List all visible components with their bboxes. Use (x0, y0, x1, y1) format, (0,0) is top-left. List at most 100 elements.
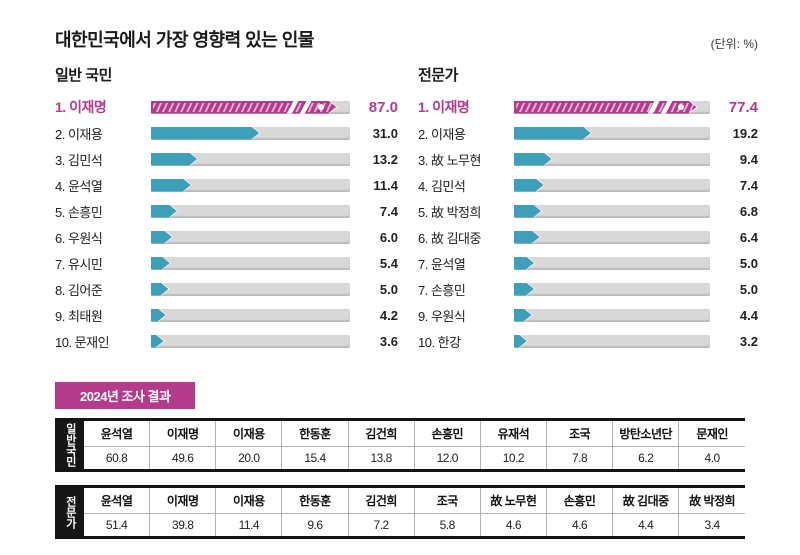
bar-value: 6.8 (739, 203, 758, 219)
table-value-cell: 4.4 (612, 513, 680, 538)
bar-wrap (514, 127, 710, 140)
table-value-cell: 5.8 (413, 513, 481, 538)
bar-track (151, 152, 350, 166)
bar-row: 2. 이재용 31.0 (55, 120, 398, 146)
truncation-dot (678, 104, 684, 110)
axis-break-mark (286, 99, 300, 116)
table-value-cell: 4.0 (678, 446, 745, 471)
bar-track (514, 308, 710, 322)
header: 대한민국에서 가장 영향력 있는 인물 (단위: %) (55, 26, 758, 52)
bar-value: 9.4 (739, 151, 758, 167)
table-value-cell: 15.4 (281, 446, 349, 471)
table-value-cell: 20.0 (215, 446, 283, 471)
bar-track (514, 101, 710, 114)
table-value-cell: 3.4 (678, 513, 745, 538)
page-title: 대한민국에서 가장 영향력 있는 인물 (55, 30, 314, 50)
bar-fill (514, 231, 540, 244)
panel-title-experts: 전문가 (418, 67, 458, 84)
bar-fill (514, 127, 591, 140)
bar-value: 3.2 (739, 333, 758, 349)
bar-row: 9. 최태원 4.2 (55, 302, 398, 328)
bar-track (514, 230, 710, 244)
truncation-dot (318, 104, 324, 110)
table-value-cell: 11.4 (215, 513, 283, 538)
bar-chart-panels: 일반 국민 1. 이재명 87.0 2. 이재용 31.0 3. 김민석 13.2 4. 윤… (55, 64, 758, 354)
bar-value: 4.4 (739, 307, 758, 323)
table-value-cell: 4.6 (545, 513, 614, 538)
bar-row: 6. 故 김대중 6.4 (418, 224, 758, 250)
bar-track (514, 282, 710, 296)
bar-value: 5.0 (379, 281, 398, 297)
bar-row: 10. 한강 3.2 (418, 328, 758, 354)
bar-row: 4. 윤석열 11.4 (55, 172, 398, 198)
bar-wrap (514, 101, 710, 114)
table-name-cell: 故 박정희 (678, 486, 745, 514)
bar-row-label: 2. 이재용 (55, 126, 103, 142)
bar-row: 10. 문재인 3.6 (55, 328, 398, 354)
bar-row: 2. 이재용 19.2 (418, 120, 758, 146)
table-value-cell: 4.6 (479, 513, 547, 538)
bar-fill (151, 231, 172, 244)
bar-track (151, 256, 350, 270)
table-name-cell: 유재석 (479, 419, 547, 447)
bar-row: 5. 故 박정희 6.8 (418, 198, 758, 224)
bar-row-label: 4. 윤석열 (55, 178, 103, 194)
bar-fill (514, 179, 544, 192)
table-name-cell: 윤석열 (82, 486, 151, 514)
bar-fill (514, 257, 534, 270)
bar-track (151, 282, 350, 296)
bar-fill (151, 179, 191, 192)
bar-fill (514, 153, 552, 166)
table-name-cell: 문재인 (678, 419, 745, 447)
bar-wrap (151, 231, 350, 244)
bar-row-label: 2. 이재용 (418, 126, 466, 142)
bar-row: 3. 故 노무현 9.4 (418, 146, 758, 172)
bar-row: 7. 윤석열 5.0 (418, 250, 758, 276)
bar-row: 5. 손흥민 7.4 (55, 198, 398, 224)
bar-wrap (151, 179, 350, 192)
bar-wrap (151, 205, 350, 218)
table-name-cell: 이재용 (215, 419, 283, 447)
bar-row-label: 3. 故 노무현 (418, 152, 481, 168)
bar-value: 11.4 (373, 177, 398, 193)
bar-track (151, 204, 350, 218)
bar-value: 19.2 (732, 125, 758, 141)
bar-wrap (514, 283, 710, 296)
bar-track (514, 334, 710, 348)
bar-row-label: 6. 우원식 (55, 230, 103, 246)
table-value-cell: 39.8 (149, 513, 217, 538)
highlight-bar-fill (514, 101, 696, 114)
bar-value: 5.0 (739, 255, 758, 271)
table-value-cell: 60.8 (82, 446, 151, 471)
bar-row: 9. 우원식 4.4 (418, 302, 758, 328)
bar-track (514, 178, 710, 192)
bar-row-label: 5. 故 박정희 (418, 204, 481, 220)
survey-table-general-public: 일반국민 윤석열 이재명 이재용 한동훈 김건희 손흥민 유재석 조국 방탄소년단 문재인 60.8 4… (55, 418, 745, 472)
bar-track (514, 204, 710, 218)
bar-rows-experts: 1. 이재명 77.4 2. 이재용 19.2 3. 故 노무현 9.4 4. 김민석 7.4… (418, 94, 758, 354)
bar-wrap (151, 153, 350, 166)
bar-track (514, 126, 710, 140)
bar-fill (151, 309, 166, 322)
highlight-bar-fill (151, 101, 336, 114)
panel-general-public: 일반 국민 1. 이재명 87.0 2. 이재용 31.0 3. 김민석 13.2 4. 윤… (55, 64, 398, 354)
table-group-header: 일반국민 (55, 419, 84, 471)
bar-value: 13.2 (372, 151, 398, 167)
bar-wrap (151, 283, 350, 296)
bar-row-label: 10. 문재인 (55, 334, 110, 350)
table-name-cell: 한동훈 (281, 486, 349, 514)
bar-value: 3.6 (379, 333, 398, 349)
panel-title-general-public: 일반 국민 (55, 67, 112, 84)
bar-row: 8. 김어준 5.0 (55, 276, 398, 302)
table-name-cell: 故 노무현 (479, 486, 547, 514)
bar-row: 1. 이재명 77.4 (418, 94, 758, 120)
bar-fill (151, 205, 177, 218)
bar-track (514, 256, 710, 270)
bar-wrap (514, 205, 710, 218)
bar-wrap (151, 309, 350, 322)
bar-rows-general-public: 1. 이재명 87.0 2. 이재용 31.0 3. 김민석 13.2 4. 윤석열 11.4… (55, 94, 398, 354)
table-value-cell: 51.4 (82, 513, 151, 538)
bar-wrap (514, 335, 710, 348)
bar-wrap (514, 153, 710, 166)
